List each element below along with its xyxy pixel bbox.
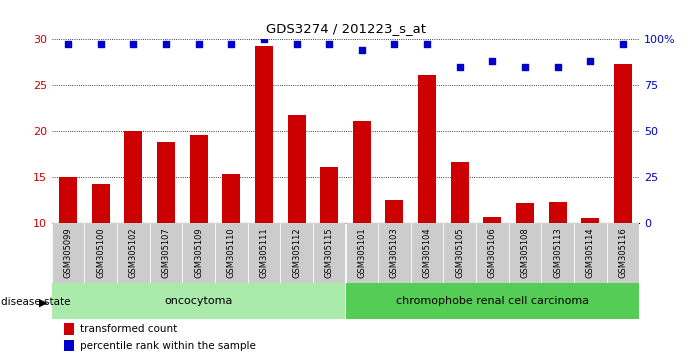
- Text: transformed count: transformed count: [80, 324, 178, 334]
- Bar: [607, 223, 639, 283]
- Bar: [247, 223, 281, 283]
- Point: [193, 42, 204, 47]
- Bar: [223, 174, 240, 223]
- Text: GSM305114: GSM305114: [586, 228, 595, 279]
- Point: [258, 36, 269, 42]
- Bar: [52, 283, 346, 319]
- Text: percentile rank within the sample: percentile rank within the sample: [80, 341, 256, 350]
- Bar: [346, 283, 639, 319]
- Bar: [59, 177, 77, 223]
- Bar: [581, 218, 599, 223]
- Text: chromophobe renal cell carcinoma: chromophobe renal cell carcinoma: [396, 296, 589, 306]
- Text: GSM305116: GSM305116: [618, 228, 627, 279]
- Text: GSM305105: GSM305105: [455, 228, 464, 279]
- Text: oncocytoma: oncocytoma: [164, 296, 233, 306]
- Bar: [451, 162, 468, 223]
- Bar: [157, 142, 175, 223]
- Point: [128, 42, 139, 47]
- Title: GDS3274 / 201223_s_at: GDS3274 / 201223_s_at: [265, 22, 426, 35]
- Bar: [614, 64, 632, 223]
- Point: [160, 42, 171, 47]
- Point: [585, 58, 596, 64]
- Text: GSM305108: GSM305108: [520, 228, 529, 279]
- Point: [226, 42, 237, 47]
- Text: GSM305113: GSM305113: [553, 228, 562, 279]
- Bar: [516, 203, 534, 223]
- Bar: [346, 223, 378, 283]
- Point: [291, 42, 302, 47]
- Bar: [255, 46, 273, 223]
- Point: [389, 42, 400, 47]
- Bar: [509, 223, 541, 283]
- Bar: [287, 115, 305, 223]
- Point: [63, 42, 74, 47]
- Bar: [386, 200, 404, 223]
- Text: GSM305099: GSM305099: [64, 228, 73, 279]
- Bar: [313, 223, 346, 283]
- Text: GSM305111: GSM305111: [259, 228, 268, 279]
- Bar: [92, 184, 110, 223]
- Bar: [117, 223, 150, 283]
- Text: GSM305104: GSM305104: [423, 228, 432, 279]
- Text: GSM305103: GSM305103: [390, 228, 399, 279]
- Bar: [124, 131, 142, 223]
- Bar: [84, 223, 117, 283]
- Text: GSM305102: GSM305102: [129, 228, 138, 279]
- Text: GSM305101: GSM305101: [357, 228, 366, 279]
- Bar: [378, 223, 410, 283]
- Point: [486, 58, 498, 64]
- Text: GSM305110: GSM305110: [227, 228, 236, 279]
- Point: [520, 64, 531, 69]
- Bar: [281, 223, 313, 283]
- Point: [552, 64, 563, 69]
- Bar: [418, 75, 436, 223]
- Point: [422, 42, 433, 47]
- Bar: [190, 135, 207, 223]
- Bar: [64, 323, 74, 335]
- Text: GSM305106: GSM305106: [488, 228, 497, 279]
- Bar: [52, 223, 84, 283]
- Bar: [444, 223, 476, 283]
- Bar: [150, 223, 182, 283]
- Bar: [476, 223, 509, 283]
- Bar: [182, 223, 215, 283]
- Bar: [541, 223, 574, 283]
- Point: [357, 47, 368, 53]
- Point: [454, 64, 465, 69]
- Bar: [64, 340, 74, 351]
- Text: GSM305115: GSM305115: [325, 228, 334, 279]
- Bar: [549, 202, 567, 223]
- Text: GSM305100: GSM305100: [96, 228, 105, 279]
- Bar: [410, 223, 444, 283]
- Text: GSM305107: GSM305107: [162, 228, 171, 279]
- Text: GSM305112: GSM305112: [292, 228, 301, 279]
- Text: GSM305109: GSM305109: [194, 228, 203, 279]
- Bar: [574, 223, 607, 283]
- Text: disease state: disease state: [1, 297, 71, 307]
- Bar: [320, 167, 338, 223]
- Bar: [215, 223, 247, 283]
- Point: [95, 42, 106, 47]
- Bar: [484, 217, 501, 223]
- Point: [323, 42, 334, 47]
- Bar: [353, 121, 371, 223]
- Point: [617, 42, 628, 47]
- Text: ▶: ▶: [39, 297, 47, 307]
